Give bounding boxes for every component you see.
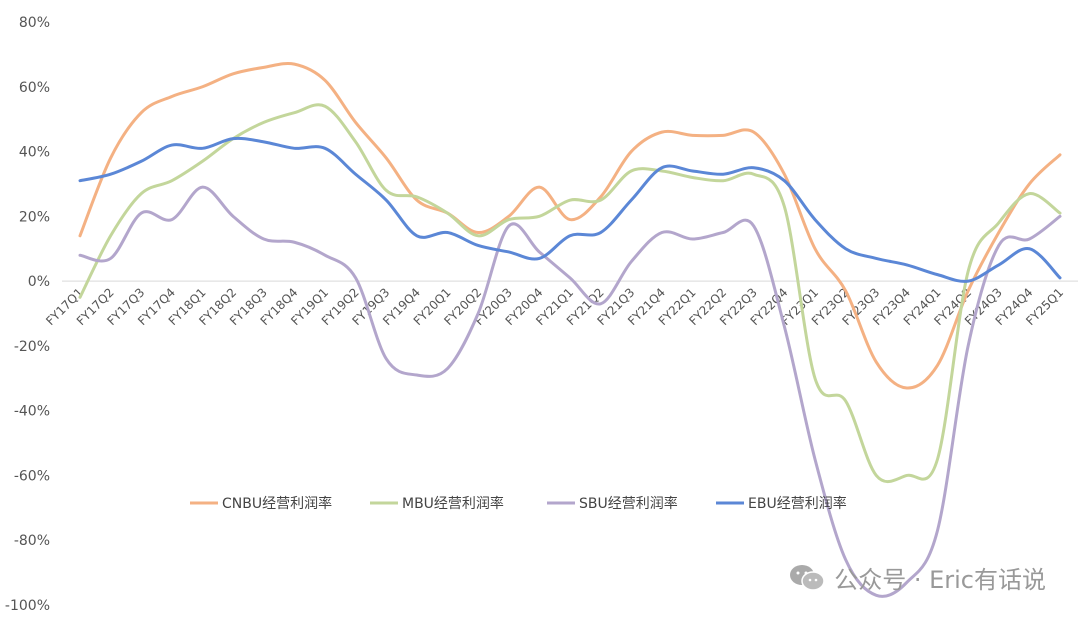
- series-line-ebu: [78, 136, 1062, 283]
- y-tick-label: 20%: [19, 209, 50, 225]
- series-line-mbu: [78, 103, 1062, 484]
- y-tick-label: 60%: [19, 80, 50, 96]
- y-tick-label: -60%: [14, 468, 50, 484]
- legend-label: EBU经营利润率: [748, 495, 847, 512]
- y-tick-label: -20%: [14, 339, 50, 355]
- legend-label: SBU经营利润率: [579, 495, 678, 512]
- watermark: 公众号 · Eric有话说: [788, 560, 1046, 595]
- wechat-icon: [790, 564, 825, 591]
- legend-label: CNBU经营利润率: [222, 495, 332, 512]
- series-line-cnbu: [78, 61, 1062, 390]
- y-tick-label: -40%: [14, 404, 50, 420]
- y-tick-label: 0%: [28, 274, 50, 290]
- y-tick-label: 80%: [19, 15, 50, 31]
- y-tick-label: 40%: [19, 145, 50, 161]
- y-tick-label: -100%: [5, 598, 50, 614]
- series-line-sbu: [78, 185, 1062, 598]
- y-tick-label: -80%: [14, 533, 50, 549]
- legend-label: MBU经营利润率: [402, 495, 504, 512]
- watermark-text: 公众号 · Eric有话说: [834, 566, 1046, 594]
